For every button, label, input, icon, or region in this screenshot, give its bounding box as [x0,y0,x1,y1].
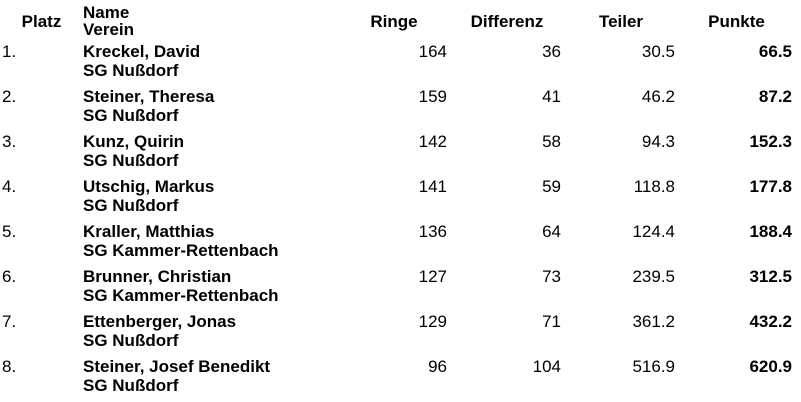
table-row: 2. Steiner, Theresa SG Nußdorf 159 41 46… [0,87,795,132]
rank-cell: 8. [2,357,17,376]
teiler-cell: 124.4 [632,222,675,241]
shooter-name: Kunz, Quirin [83,132,185,151]
differenz-cell: 59 [542,177,561,196]
differenz-cell: 36 [542,42,561,61]
name-verein-cell: Steiner, Theresa SG Nußdorf [83,87,338,132]
differenz-cell: 104 [532,357,561,376]
teiler-cell: 239.5 [632,267,675,286]
shooter-name: Steiner, Theresa [83,87,215,106]
ringe-cell: 141 [418,177,447,196]
club-name: SG Nußdorf [83,331,179,350]
ringe-cell: 129 [418,312,447,331]
rank-cell: 2. [2,87,17,106]
punkte-cell: 312.5 [749,267,792,286]
club-name: SG Kammer-Rettenbach [83,241,279,260]
differenz-cell: 41 [542,87,561,106]
column-header-verein: Verein [83,20,135,39]
name-verein-cell: Utschig, Markus SG Nußdorf [83,177,338,222]
teiler-cell: 361.2 [632,312,675,331]
shooter-name: Steiner, Josef Benedikt [83,357,271,376]
differenz-cell: 64 [542,222,561,241]
table-row: 1. Kreckel, David SG Nußdorf 164 36 30.5… [0,42,795,87]
club-name: SG Nußdorf [83,196,179,215]
rank-cell: 3. [2,132,17,151]
rank-cell: 7. [2,312,17,331]
column-header-name: Name [83,3,130,22]
teiler-cell: 516.9 [632,357,675,376]
name-verein-cell: Brunner, Christian SG Kammer-Rettenbach [83,267,338,312]
teiler-cell: 118.8 [633,177,675,196]
punkte-cell: 152.3 [749,132,792,151]
teiler-cell: 46.2 [641,87,675,106]
rank-cell: 4. [2,177,17,196]
table-row: 3. Kunz, Quirin SG Nußdorf 142 58 94.3 1… [0,132,795,177]
club-name: SG Kammer-Rettenbach [83,286,279,305]
table-row: 4. Utschig, Markus SG Nußdorf 141 59 118… [0,177,795,222]
ringe-cell: 142 [418,132,447,151]
punkte-cell: 188.4 [749,222,792,241]
shooter-name: Kreckel, David [83,42,201,61]
name-verein-cell: Kraller, Matthias SG Kammer-Rettenbach [83,222,338,267]
club-name: SG Nußdorf [83,106,179,125]
punkte-cell: 87.2 [758,87,792,106]
rank-cell: 5. [2,222,17,241]
teiler-cell: 94.3 [641,132,675,151]
shooter-name: Brunner, Christian [83,267,232,286]
results-table-body: 1. Kreckel, David SG Nußdorf 164 36 30.5… [0,42,795,402]
table-row: 5. Kraller, Matthias SG Kammer-Rettenbac… [0,222,795,267]
table-row: 7. Ettenberger, Jonas SG Nußdorf 129 71 … [0,312,795,357]
teiler-cell: 30.5 [641,42,675,61]
column-header-ringe: Ringe [370,11,418,31]
ringe-cell: 96 [428,357,447,376]
shooter-name: Ettenberger, Jonas [83,312,237,331]
table-row: 8. Steiner, Josef Benedikt SG Nußdorf 96… [0,357,795,402]
differenz-cell: 73 [542,267,561,286]
rank-cell: 6. [2,267,17,286]
shooter-name: Kraller, Matthias [83,222,215,241]
ringe-cell: 159 [418,87,447,106]
club-name: SG Nußdorf [83,61,179,80]
ringe-cell: 164 [418,42,447,61]
name-verein-cell: Steiner, Josef Benedikt SG Nußdorf [83,357,338,402]
punkte-cell: 177.8 [749,177,792,196]
column-header-platz: Platz [21,11,62,31]
name-verein-cell: Kunz, Quirin SG Nußdorf [83,132,338,177]
rank-cell: 1. [2,42,17,61]
name-verein-cell: Kreckel, David SG Nußdorf [83,42,338,87]
differenz-cell: 71 [542,312,561,331]
ringe-cell: 136 [418,222,447,241]
club-name: SG Nußdorf [83,151,179,170]
shooter-name: Utschig, Markus [83,177,215,196]
name-verein-cell: Ettenberger, Jonas SG Nußdorf [83,312,338,357]
column-header-punkte: Punkte [708,11,765,31]
table-header-row: Platz Name Verein Ringe Differenz Teiler… [0,0,795,42]
table-row: 6. Brunner, Christian SG Kammer-Rettenba… [0,267,795,312]
differenz-cell: 58 [542,132,561,151]
club-name: SG Nußdorf [83,376,179,395]
punkte-cell: 620.9 [749,357,792,376]
ringe-cell: 127 [418,267,447,286]
column-header-teiler: Teiler [598,11,644,31]
column-header-name-verein: Name Verein [83,0,338,42]
punkte-cell: 66.5 [758,42,792,61]
column-header-differenz: Differenz [470,11,544,31]
punkte-cell: 432.2 [749,312,792,331]
